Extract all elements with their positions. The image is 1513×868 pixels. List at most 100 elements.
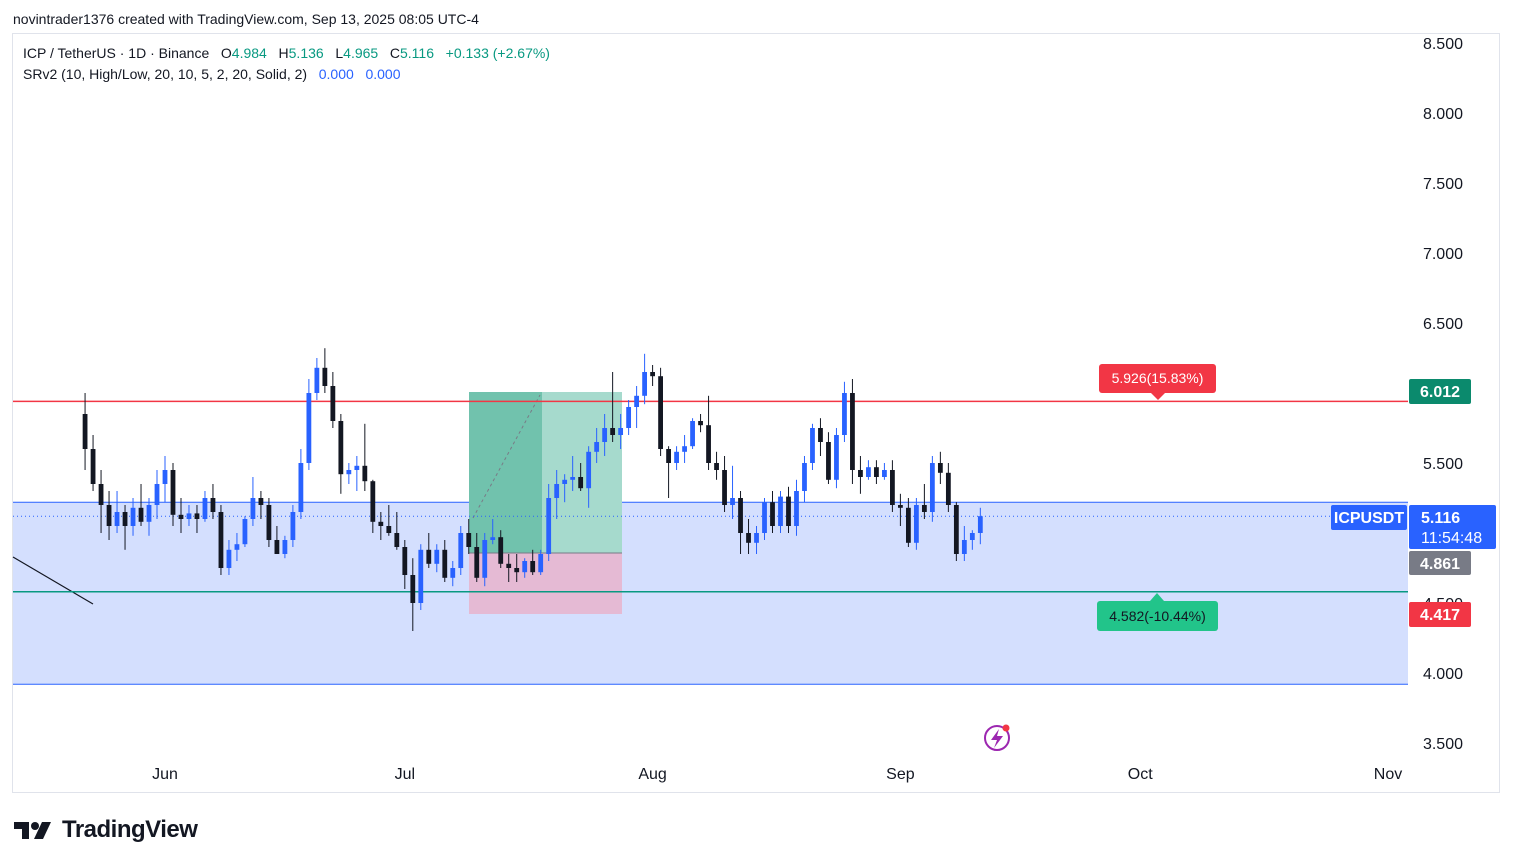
candle-body xyxy=(210,498,216,512)
indicator-name: SRv2 (10, High/Low, 20, 10, 5, 2, 20, So… xyxy=(23,66,308,82)
symbol-tag-text: ICPUSDT xyxy=(1334,510,1404,527)
candle-body xyxy=(658,376,663,449)
prev-close-tag: 4.861 xyxy=(1409,551,1471,575)
candle xyxy=(330,372,336,428)
candles xyxy=(82,348,983,631)
candle-body xyxy=(370,481,376,522)
candle xyxy=(642,353,648,405)
candle xyxy=(578,463,584,491)
x-tick-label: Aug xyxy=(638,766,666,783)
candle xyxy=(929,456,935,522)
stop-label[interactable]: 4.582(-10.44%) xyxy=(1097,593,1218,631)
candle-body xyxy=(114,512,120,526)
profit-zone xyxy=(542,392,622,553)
candle-body xyxy=(578,477,584,489)
candle xyxy=(218,505,224,575)
candle xyxy=(402,540,408,589)
candle-body xyxy=(522,561,528,573)
candle xyxy=(754,526,759,554)
candle-body xyxy=(322,367,328,386)
symbol-info[interactable]: ICP / TetherUS · 1D · Binance xyxy=(23,45,210,61)
target-label[interactable]: 5.926(15.83%) xyxy=(1099,364,1216,400)
candle xyxy=(298,449,304,519)
candle xyxy=(842,381,847,442)
candle-body xyxy=(306,393,312,463)
candle xyxy=(378,512,384,540)
candle xyxy=(290,505,296,547)
candle-body xyxy=(426,549,432,564)
candle xyxy=(969,530,975,550)
candle-body xyxy=(913,505,919,543)
candle xyxy=(961,526,967,561)
open-value: 4.984 xyxy=(231,45,267,61)
candle xyxy=(274,526,280,554)
axes: 8.5008.0007.5007.0006.5005.5004.5004.000… xyxy=(152,36,1463,783)
candle-body xyxy=(834,435,839,480)
last-price: 5.116 xyxy=(1421,510,1460,527)
candle xyxy=(138,484,144,526)
candle xyxy=(306,379,312,470)
candle-body xyxy=(794,491,799,526)
candle-body xyxy=(226,549,232,568)
candle-body xyxy=(386,526,392,533)
candle-body xyxy=(858,470,863,477)
candle-body xyxy=(953,505,959,554)
candle xyxy=(666,446,671,498)
candle-body xyxy=(194,513,200,519)
candle-body xyxy=(90,449,96,484)
candle-body xyxy=(961,540,967,554)
candle xyxy=(690,418,695,449)
long-position-tool[interactable] xyxy=(469,392,622,614)
candle xyxy=(682,435,687,463)
candle-body xyxy=(242,519,248,545)
candle xyxy=(82,393,88,470)
bar-countdown: 11:54:48 xyxy=(1421,530,1482,547)
candle-body xyxy=(730,498,735,505)
candle xyxy=(626,400,632,435)
candle xyxy=(610,372,616,442)
tradingview-logo[interactable]: TradingView xyxy=(14,816,198,844)
x-tick-label: Nov xyxy=(1374,766,1402,783)
candle-body xyxy=(602,428,608,442)
high-label: H xyxy=(278,45,289,61)
candle-body xyxy=(586,451,592,489)
candle-body xyxy=(330,386,336,421)
candle xyxy=(802,456,807,503)
trend-line[interactable] xyxy=(12,556,94,605)
candle-body xyxy=(850,393,855,470)
candle xyxy=(618,414,624,449)
levels xyxy=(13,400,1408,593)
y-tick-label: 7.500 xyxy=(1423,176,1463,193)
candle xyxy=(90,435,96,491)
candle-body xyxy=(634,395,640,407)
candle xyxy=(586,446,592,508)
symbol-legend: ICP / TetherUS · 1D · Binance O4.984 H5.… xyxy=(23,45,550,61)
stop-loss-zone xyxy=(469,553,622,614)
candle-body xyxy=(202,498,208,519)
y-tick-label: 8.000 xyxy=(1423,106,1463,123)
candle xyxy=(410,558,416,631)
candle-body xyxy=(746,533,751,543)
candle-body xyxy=(258,498,264,505)
candle-body xyxy=(714,463,719,470)
candle-body xyxy=(546,498,552,554)
candle xyxy=(810,423,815,470)
candle xyxy=(921,484,927,519)
candle xyxy=(258,491,264,519)
candle xyxy=(466,519,472,554)
indicator-legend[interactable]: SRv2 (10, High/Low, 20, 10, 5, 2, 20, So… xyxy=(23,66,401,82)
candle-body xyxy=(594,442,600,452)
close-value: 5.116 xyxy=(400,45,434,61)
candle xyxy=(570,456,576,491)
candle-body xyxy=(170,470,176,515)
flash-icon[interactable] xyxy=(984,724,1010,751)
candle xyxy=(210,484,216,519)
candle xyxy=(538,549,544,575)
candle-body xyxy=(482,540,488,578)
candle-body xyxy=(98,484,104,505)
candle xyxy=(890,460,895,512)
close-label: C xyxy=(389,45,400,61)
candle-body xyxy=(786,496,791,526)
x-tick-label: Sep xyxy=(886,766,915,783)
